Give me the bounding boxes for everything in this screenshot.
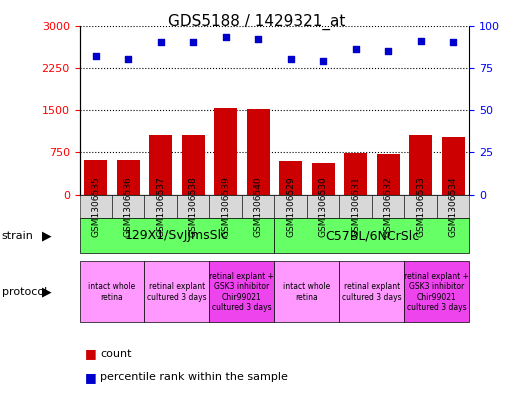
Text: 129X1/SvJJmsSlc: 129X1/SvJJmsSlc (125, 229, 229, 242)
Text: GSM1306538: GSM1306538 (189, 176, 198, 237)
Bar (247, 110, 270, 195)
Bar (377, 154, 400, 195)
Text: GSM1306531: GSM1306531 (351, 176, 360, 237)
Point (449, 39, 457, 46)
Bar (84, 160, 107, 195)
Text: GSM1306540: GSM1306540 (254, 176, 263, 237)
Bar (312, 163, 334, 195)
Text: GSM1306537: GSM1306537 (156, 176, 165, 237)
Bar (279, 161, 302, 195)
Text: GSM1306529: GSM1306529 (286, 176, 295, 237)
Text: retinal explant
cultured 3 days: retinal explant cultured 3 days (342, 282, 402, 301)
Text: ■: ■ (85, 347, 96, 360)
Text: GSM1306539: GSM1306539 (221, 176, 230, 237)
Text: intact whole
retina: intact whole retina (283, 282, 330, 301)
Point (156, 39, 165, 46)
Text: protocol: protocol (2, 287, 47, 297)
Text: GDS5188 / 1429321_at: GDS5188 / 1429321_at (168, 14, 345, 30)
Point (384, 48, 392, 54)
Text: C57BL/6NCrSlc: C57BL/6NCrSlc (325, 229, 419, 242)
Text: count: count (100, 349, 131, 359)
Text: GSM1306536: GSM1306536 (124, 176, 133, 237)
Point (124, 56, 132, 62)
Text: retinal explant +
GSK3 inhibitor
Chir99021
cultured 3 days: retinal explant + GSK3 inhibitor Chir990… (404, 272, 469, 312)
Text: GSM1306532: GSM1306532 (384, 176, 392, 237)
Bar (442, 137, 465, 195)
Point (287, 56, 295, 62)
Point (351, 46, 360, 52)
Text: GSM1306535: GSM1306535 (91, 176, 100, 237)
Text: GSM1306530: GSM1306530 (319, 176, 328, 237)
Point (92, 53, 100, 59)
Point (319, 58, 327, 64)
Text: strain: strain (2, 231, 33, 241)
Text: retinal explant
cultured 3 days: retinal explant cultured 3 days (147, 282, 207, 301)
Point (417, 38, 425, 44)
Text: ■: ■ (85, 371, 96, 384)
Text: ▶: ▶ (43, 229, 52, 242)
Bar (409, 135, 432, 195)
Bar (117, 160, 140, 195)
Text: ▶: ▶ (43, 285, 52, 298)
Bar (182, 135, 205, 195)
Text: GSM1306534: GSM1306534 (449, 176, 458, 237)
Bar (149, 135, 172, 195)
Point (189, 39, 198, 46)
Point (222, 34, 230, 40)
Text: intact whole
retina: intact whole retina (88, 282, 135, 301)
Bar (214, 108, 237, 195)
Text: retinal explant +
GSK3 inhibitor
Chir99021
cultured 3 days: retinal explant + GSK3 inhibitor Chir990… (209, 272, 274, 312)
Text: GSM1306533: GSM1306533 (416, 176, 425, 237)
Bar (344, 153, 367, 195)
Text: percentile rank within the sample: percentile rank within the sample (100, 372, 288, 382)
Point (254, 36, 262, 42)
